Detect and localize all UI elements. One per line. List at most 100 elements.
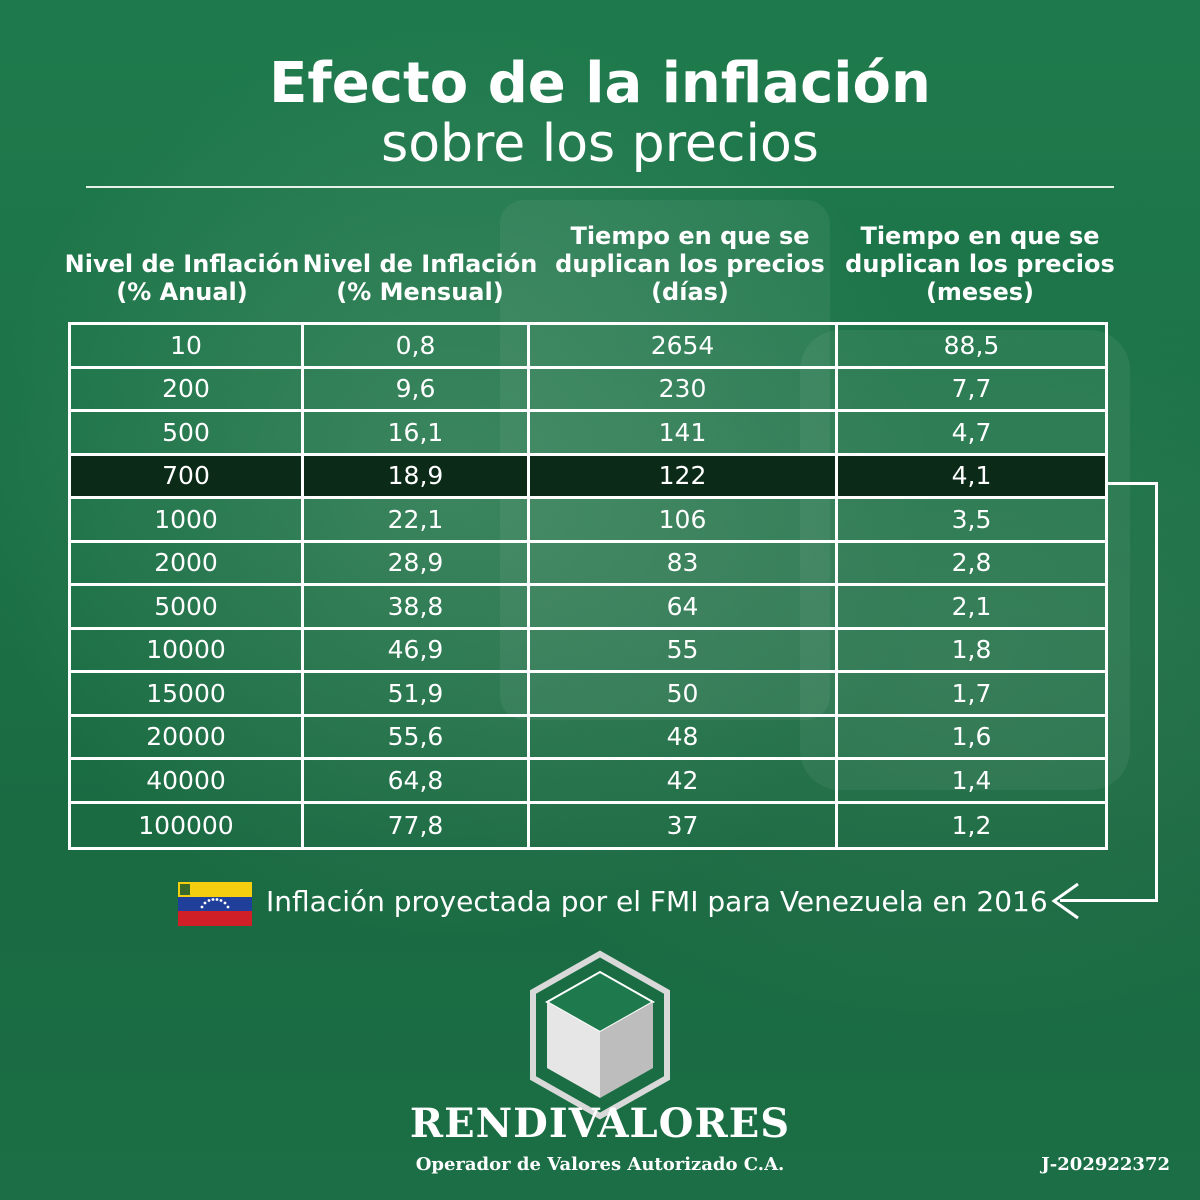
column-divider (527, 673, 530, 714)
table-cell: 48 (666, 722, 699, 752)
column-divider (835, 629, 838, 670)
column-divider (301, 586, 304, 627)
table-cell: 1,6 (951, 722, 992, 752)
header-line: Nivel de Inflación (64, 250, 300, 278)
table-cell: 22,1 (387, 504, 444, 534)
column-divider (835, 716, 838, 757)
table-row: 1000 22,1 106 3,5 (71, 499, 1105, 543)
column-divider (835, 586, 838, 627)
table-cell: 83 (666, 548, 699, 578)
column-divider (835, 325, 838, 366)
header-line: duplican los precios (555, 250, 825, 278)
table-row: 10 0,8 2654 88,5 (71, 325, 1105, 369)
table-cell: 55 (666, 635, 699, 665)
brand-tagline: Operador de Valores Autorizado C.A. (415, 1154, 785, 1175)
column-divider (301, 499, 304, 540)
column-divider (301, 803, 304, 847)
header-line: (meses) (925, 278, 1035, 306)
table-cell: 88,5 (943, 330, 1000, 360)
table-cell: 9,6 (395, 374, 436, 404)
header-line: Nivel de Inflación (302, 250, 538, 278)
table-cell: 1,8 (951, 635, 992, 665)
column-divider (527, 325, 530, 366)
rendivalores-logo-icon (530, 950, 670, 1120)
table-cell: 28,9 (387, 548, 444, 578)
inflation-table: 10 0,8 2654 88,5 200 9,6 230 7,7 500 16,1 141 4,7 70… (68, 322, 1108, 850)
callout-line (1060, 899, 1158, 902)
table-cell: 20000 (146, 722, 226, 752)
table-cell: 3,5 (951, 504, 992, 534)
table-cell: 4,7 (951, 417, 992, 447)
table-row: 500 16,1 141 4,7 (71, 412, 1105, 456)
table-cell: 64 (666, 591, 699, 621)
table-cell: 1,7 (951, 678, 992, 708)
table-cell: 38,8 (387, 591, 444, 621)
column-divider (301, 542, 304, 583)
table-cell: 106 (658, 504, 707, 534)
column-divider (527, 542, 530, 583)
table-row: 100000 77,8 37 1,2 (71, 803, 1105, 847)
table-cell: 0,8 (395, 330, 436, 360)
header-line: (días) (651, 278, 729, 306)
header-doubling-days: Tiempo en que se duplican los precios (d… (540, 222, 840, 306)
table-cell: 10000 (146, 635, 226, 665)
table-cell: 77,8 (387, 810, 444, 840)
table-cell: 18,9 (387, 461, 444, 491)
header-annual-inflation: Nivel de Inflación (% Anual) (62, 250, 302, 306)
column-divider (835, 760, 838, 801)
table-cell: 1000 (154, 504, 218, 534)
column-divider (301, 455, 304, 496)
column-divider (301, 325, 304, 366)
brand-rif: J-202922372 (1041, 1154, 1170, 1175)
page-title: Efecto de la inflación (269, 51, 931, 116)
column-divider (301, 716, 304, 757)
table-cell: 10 (170, 330, 202, 360)
column-divider (835, 542, 838, 583)
background-cart-shape (800, 330, 1130, 790)
title-divider (86, 186, 1114, 188)
table-cell: 7,7 (951, 374, 992, 404)
table-row: 5000 38,8 64 2,1 (71, 586, 1105, 630)
column-divider (527, 412, 530, 453)
column-divider (527, 760, 530, 801)
table-row: 15000 51,9 50 1,7 (71, 673, 1105, 717)
brand-name: RENDIVALORES (409, 1100, 791, 1147)
table-cell: 64,8 (387, 765, 444, 795)
table-cell: 700 (162, 461, 210, 491)
venezuela-flag-icon (178, 882, 252, 926)
table-row: 20000 55,6 48 1,6 (71, 716, 1105, 760)
table-cell: 122 (658, 461, 707, 491)
column-divider (301, 412, 304, 453)
table-cell: 2,1 (951, 591, 992, 621)
table-cell: 1,4 (951, 765, 992, 795)
table-cell: 141 (658, 417, 707, 447)
table-cell: 4,1 (951, 461, 992, 491)
footnote: Inflación proyectada por el FMI para Ven… (266, 885, 1048, 918)
column-divider (301, 760, 304, 801)
column-divider (835, 455, 838, 496)
header-line: (% Mensual) (336, 278, 504, 306)
header-line: (% Anual) (116, 278, 248, 306)
column-divider (527, 629, 530, 670)
table-cell: 230 (658, 374, 707, 404)
table-cell: 2654 (650, 330, 715, 360)
column-divider (527, 586, 530, 627)
column-divider (835, 803, 838, 847)
table-cell: 100000 (138, 810, 234, 840)
column-divider (527, 455, 530, 496)
callout-line (1108, 482, 1158, 485)
header-doubling-months: Tiempo en que se duplican los precios (m… (830, 222, 1130, 306)
column-divider (527, 368, 530, 409)
table-cell: 15000 (146, 678, 226, 708)
table-cell: 46,9 (387, 635, 444, 665)
table-cell: 42 (666, 765, 699, 795)
table-row: 2000 28,9 83 2,8 (71, 542, 1105, 586)
column-divider (301, 673, 304, 714)
table-cell: 2,8 (951, 548, 992, 578)
column-divider (835, 368, 838, 409)
table-cell: 16,1 (387, 417, 444, 447)
table-cell: 40000 (146, 765, 226, 795)
page-subtitle: sobre los precios (381, 114, 819, 174)
table-cell: 500 (162, 417, 210, 447)
